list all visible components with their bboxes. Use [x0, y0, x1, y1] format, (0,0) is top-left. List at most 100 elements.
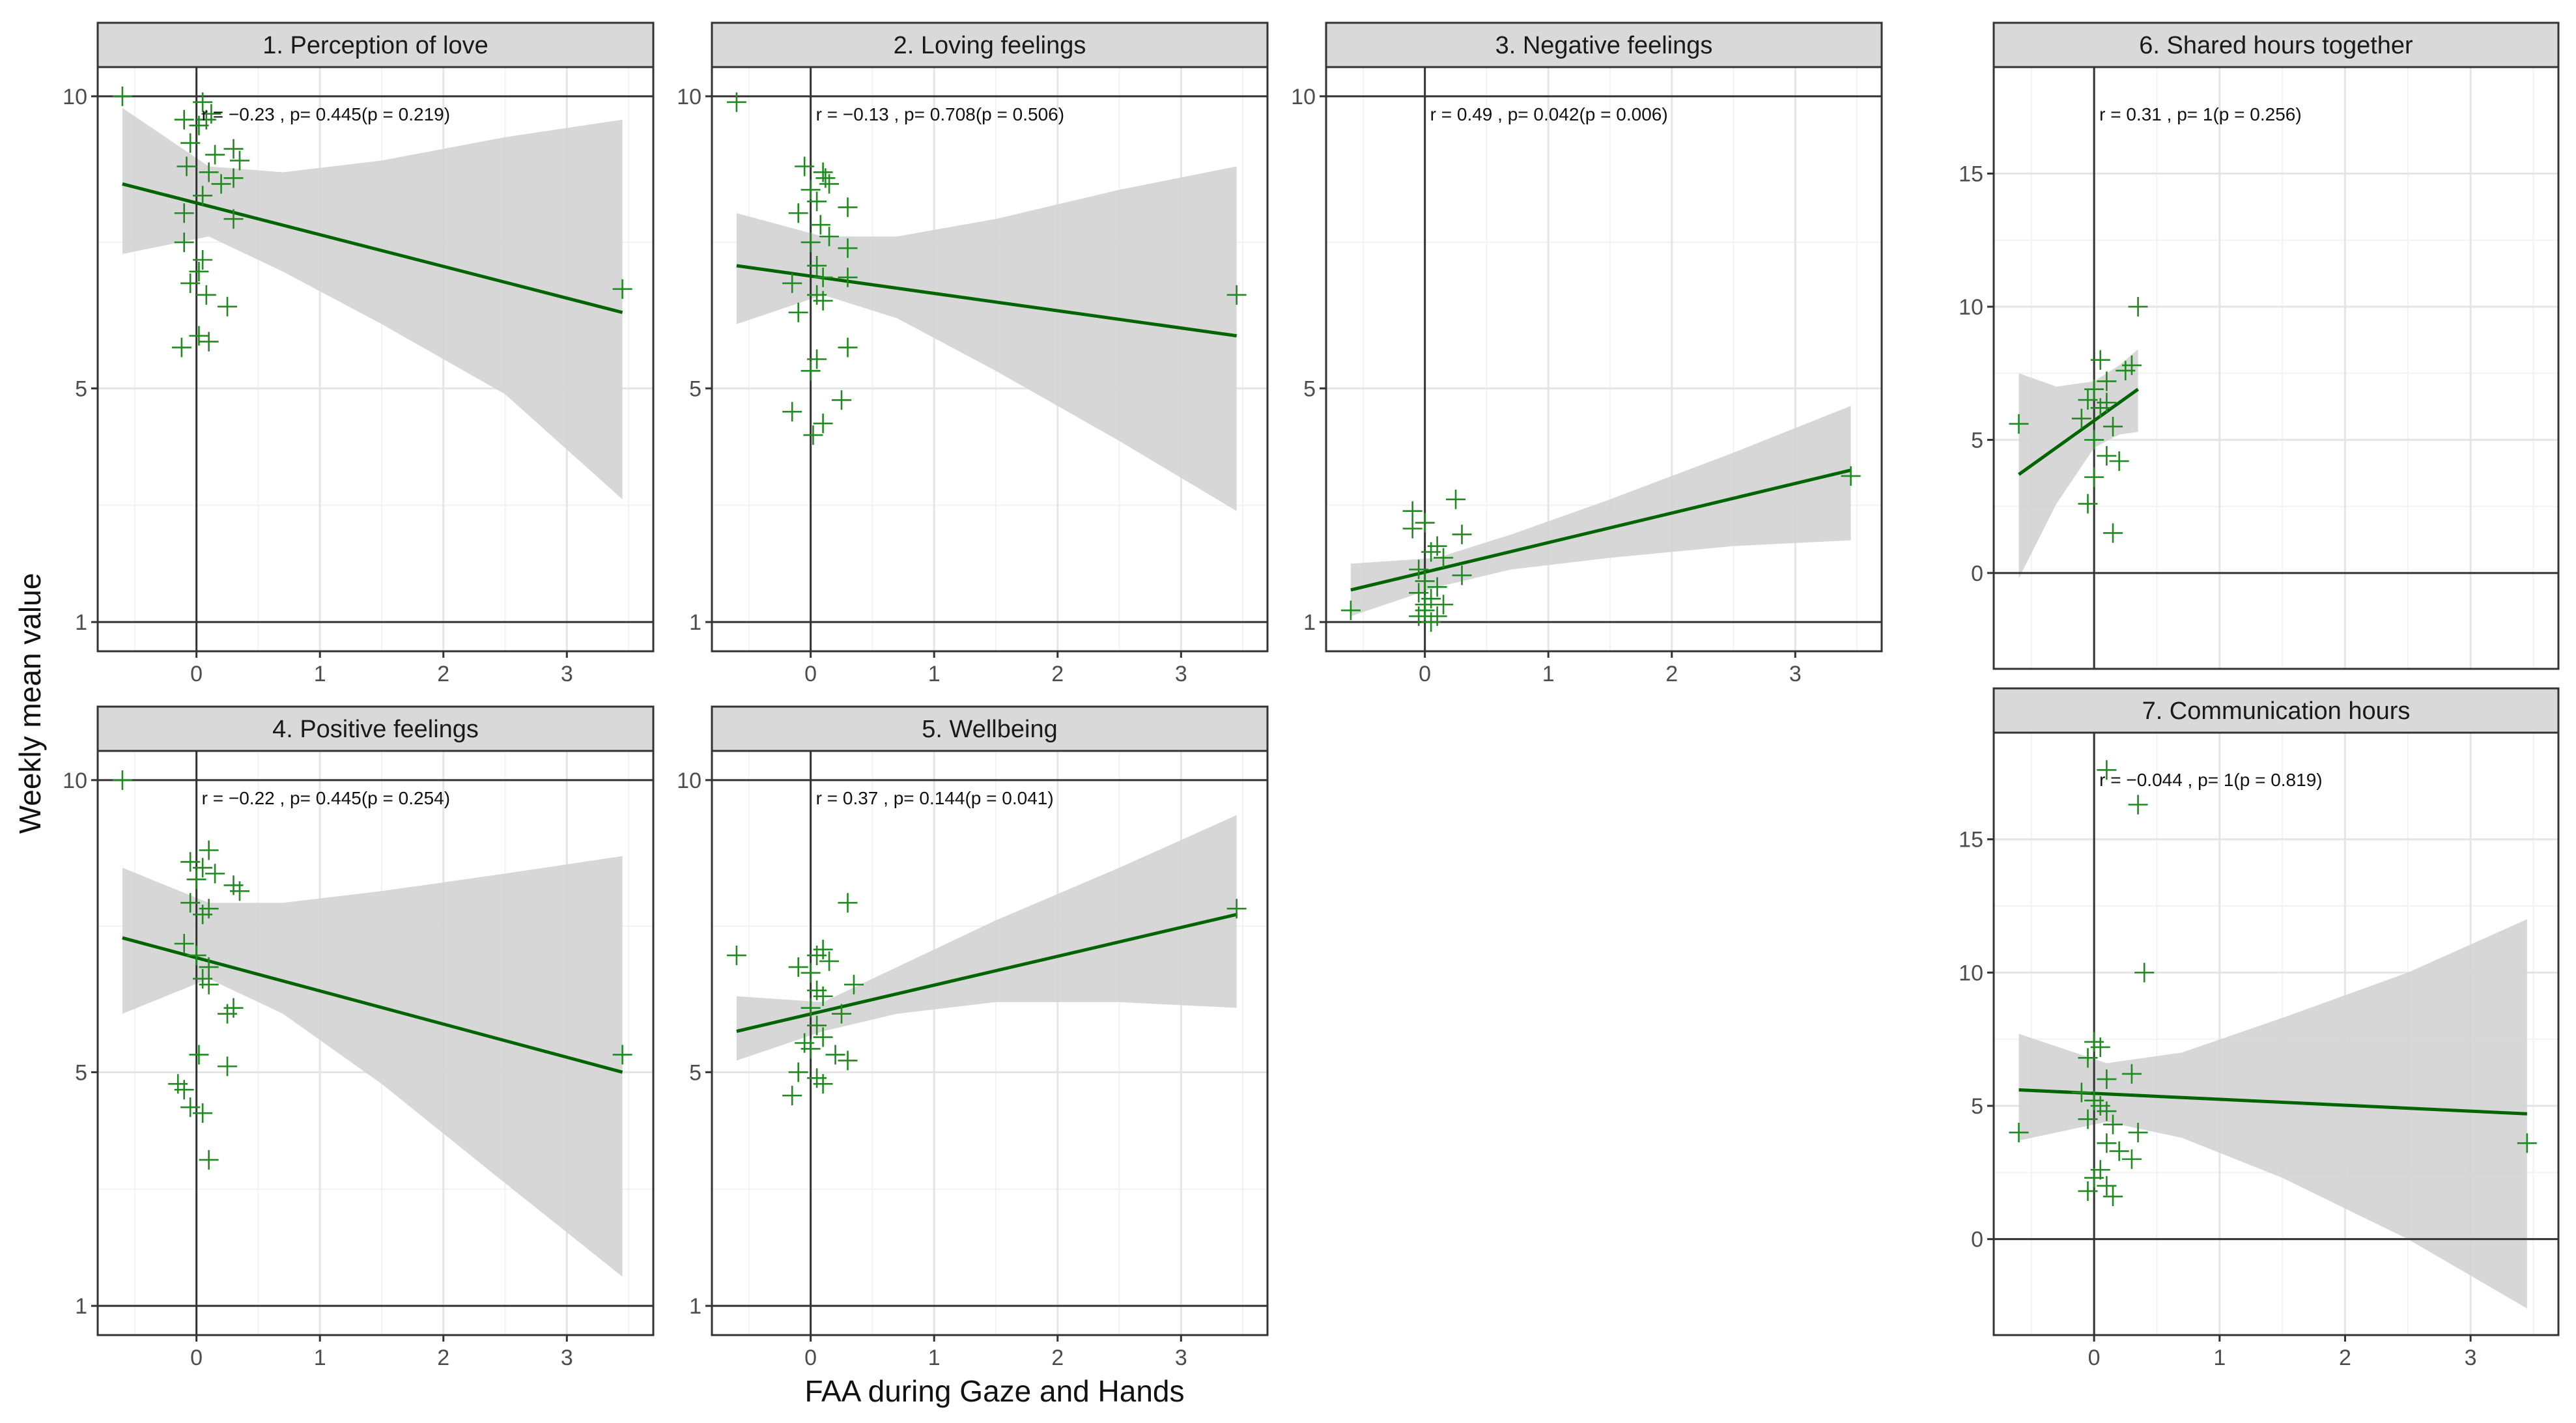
data-point — [2084, 379, 2104, 399]
data-point — [807, 945, 827, 965]
data-point — [612, 279, 632, 299]
data-point — [1421, 612, 1441, 632]
data-point — [193, 92, 213, 112]
data-point — [189, 326, 209, 346]
data-point — [726, 92, 746, 112]
data-point — [2134, 963, 2155, 983]
y-tick-label: 1 — [75, 1294, 87, 1319]
facet-title: 3. Negative feelings — [1495, 32, 1713, 59]
data-point — [218, 1056, 238, 1077]
facet-strip — [711, 21, 1269, 68]
data-point — [612, 1045, 632, 1065]
data-point — [189, 1045, 209, 1065]
y-tick-label: 10 — [1291, 85, 1316, 109]
data-point — [2128, 795, 2148, 815]
data-point — [1427, 577, 1447, 597]
data-point — [1452, 524, 1472, 544]
plot-area — [98, 67, 653, 651]
data-point — [2128, 1122, 2148, 1142]
y-tick-label: 5 — [689, 1060, 701, 1085]
x-tick-label: 0 — [1419, 662, 1431, 686]
data-point — [2097, 760, 2117, 780]
data-point — [180, 893, 201, 913]
facet-strip — [96, 21, 655, 68]
data-point — [205, 145, 225, 165]
data-point — [2517, 1133, 2537, 1153]
data-point — [813, 1027, 833, 1047]
facet-strip — [711, 705, 1269, 752]
data-point — [800, 963, 821, 983]
y-tick-label: 1 — [689, 610, 701, 635]
data-point — [112, 770, 132, 790]
data-point — [788, 302, 808, 322]
plot-area — [98, 751, 653, 1335]
data-point — [2097, 445, 2117, 466]
panels-layer: 1. Perception of love r = −0.23 , p= 0.44… — [63, 21, 2560, 1370]
data-point — [199, 974, 219, 994]
y-tick-label: 10 — [677, 768, 701, 793]
data-point — [193, 186, 213, 206]
facet-title: 7. Communication hours — [2142, 697, 2411, 725]
data-point — [782, 1086, 802, 1106]
confidence-ribbon — [736, 166, 1237, 511]
confidence-ribbon — [2018, 349, 2138, 578]
data-point — [2103, 1114, 2123, 1134]
panel-1: 1. Perception of love r = −0.23 , p= 0.44… — [63, 21, 655, 686]
data-point — [795, 156, 815, 176]
data-point — [819, 227, 840, 247]
data-point — [1402, 501, 1422, 521]
data-point — [2071, 1082, 2091, 1103]
data-point — [199, 957, 219, 977]
data-point — [1415, 595, 1435, 615]
data-point — [174, 109, 194, 130]
facet-strip — [1992, 21, 2560, 68]
y-tick-label: 10 — [1959, 961, 1983, 985]
data-point — [180, 852, 201, 872]
data-point — [2090, 1037, 2110, 1057]
x-tick-label: 1 — [314, 1346, 326, 1370]
plot-area — [1326, 67, 1882, 651]
data-point — [819, 174, 840, 194]
data-point — [1340, 600, 1361, 621]
x-tick-label: 2 — [1051, 662, 1064, 686]
regression-line — [1350, 468, 1852, 592]
regression-line — [2018, 1088, 2527, 1116]
data-point — [193, 1103, 213, 1123]
y-tick-label: 10 — [1959, 295, 1983, 320]
data-point — [2090, 398, 2110, 418]
data-point — [229, 150, 249, 171]
data-point — [2071, 408, 2091, 429]
data-point — [218, 1004, 238, 1024]
x-tick-label: 1 — [314, 662, 326, 686]
y-tick-label: 5 — [75, 1060, 87, 1085]
data-point — [2078, 1109, 2098, 1129]
data-point — [171, 337, 191, 358]
data-point — [199, 1149, 219, 1170]
data-point — [2109, 1141, 2129, 1161]
data-point — [2009, 1122, 2029, 1142]
data-point — [819, 951, 840, 971]
data-point — [1409, 559, 1429, 580]
correlation-annotation: r = −0.13 , p= 0.708(p = 0.506) — [816, 104, 1064, 124]
y-axis-title: Weekly mean value — [13, 573, 47, 834]
data-point — [825, 1045, 845, 1065]
data-point — [2084, 467, 2104, 487]
y-tick-label: 0 — [1971, 561, 1983, 586]
data-point — [180, 1097, 201, 1118]
x-tick-label: 0 — [804, 662, 817, 686]
data-point — [2116, 361, 2136, 381]
regression-line — [122, 182, 623, 315]
data-point — [838, 1050, 858, 1071]
data-point — [2084, 430, 2104, 450]
panel-2: 2. Loving feelings r = −0.13 , p= 0.708(p… — [677, 21, 1269, 686]
data-point — [2097, 1133, 2117, 1153]
data-point — [807, 1015, 827, 1036]
data-point — [205, 864, 225, 884]
regression-line — [122, 936, 623, 1074]
correlation-annotation: r = 0.37 , p= 0.144(p = 0.041) — [816, 788, 1054, 808]
correlation-annotation: r = 0.49 , p= 0.042(p = 0.006) — [1430, 104, 1668, 124]
regression-line — [2018, 387, 2140, 476]
data-point — [813, 267, 833, 287]
x-tick-label: 3 — [1175, 1346, 1187, 1370]
